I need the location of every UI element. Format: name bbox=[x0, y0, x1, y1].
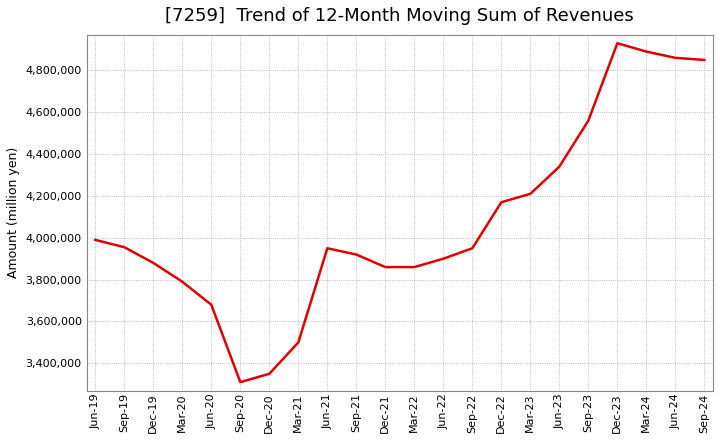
Title: [7259]  Trend of 12-Month Moving Sum of Revenues: [7259] Trend of 12-Month Moving Sum of R… bbox=[166, 7, 634, 25]
Y-axis label: Amount (million yen): Amount (million yen) bbox=[7, 147, 20, 279]
